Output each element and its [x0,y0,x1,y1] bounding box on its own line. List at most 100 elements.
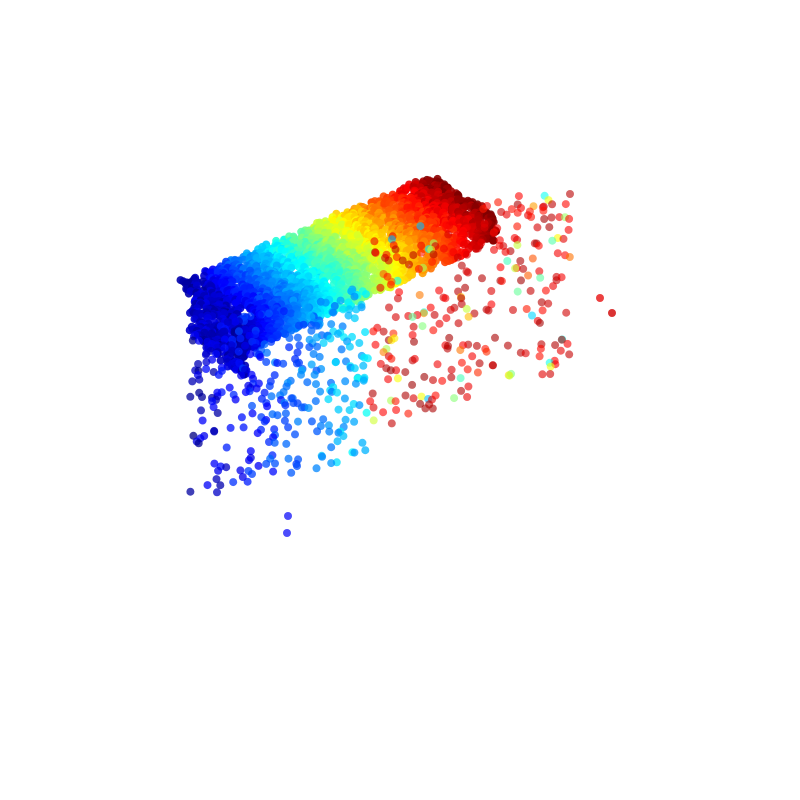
point [552,276,561,285]
point [246,447,255,456]
point [386,280,395,289]
point [565,214,574,223]
point [287,468,296,477]
point [536,273,545,282]
point [535,318,544,327]
point [376,359,385,368]
point [222,443,231,452]
point [405,245,414,254]
point [414,265,423,273]
point [479,204,488,213]
point [273,411,282,420]
point [213,409,222,417]
point [538,370,547,379]
point [237,371,246,380]
point [311,397,320,406]
point [216,481,225,490]
point [202,365,211,373]
point [450,394,459,403]
point [403,183,412,192]
point [501,247,510,256]
point [544,299,553,308]
point [326,334,335,343]
point [256,353,265,361]
point [490,245,498,254]
point [327,443,336,452]
point [522,305,531,313]
point [324,395,333,404]
point [310,370,319,379]
point [294,417,302,426]
point-cloud [176,174,616,537]
point [359,361,368,370]
point [223,318,232,326]
point [195,375,204,384]
point [426,303,435,312]
point [480,223,489,232]
point [304,404,313,412]
point [416,222,425,231]
point [331,358,340,367]
point [395,288,404,297]
point [339,432,348,441]
point [489,236,498,245]
point [237,413,246,422]
point [202,358,211,367]
point [514,192,523,201]
point [393,276,402,285]
point [305,343,314,352]
point [557,335,566,344]
point [443,344,452,353]
point [401,391,410,400]
point [446,305,455,314]
point [462,304,471,313]
point [243,477,252,486]
point [210,459,219,468]
point [303,303,312,312]
point [489,229,498,238]
point [519,264,528,273]
point [475,359,484,368]
point [264,309,273,318]
point [213,488,221,497]
point [347,232,356,241]
point [385,303,393,312]
point [262,459,271,468]
point [545,223,554,232]
point [295,341,304,350]
point [307,417,316,426]
point [333,388,342,397]
point [459,216,468,225]
point [538,306,547,315]
point [282,439,291,448]
point [362,290,370,299]
point [341,377,350,386]
point [369,403,378,412]
point [428,257,437,266]
point [559,234,568,243]
point [548,236,557,245]
point [541,286,550,295]
point [327,320,336,329]
point [426,264,435,273]
point [321,298,330,307]
point [463,393,472,401]
point [252,384,261,393]
point [287,263,296,272]
point [220,335,229,344]
point [287,309,295,318]
point [271,459,279,468]
point [185,326,194,335]
point [473,368,482,377]
point [464,268,472,277]
point [194,360,203,368]
point [478,274,486,283]
point [260,340,269,349]
point [234,327,243,336]
point [293,348,302,357]
point [313,342,322,351]
point [473,244,482,253]
point [240,365,249,374]
point [355,339,364,347]
